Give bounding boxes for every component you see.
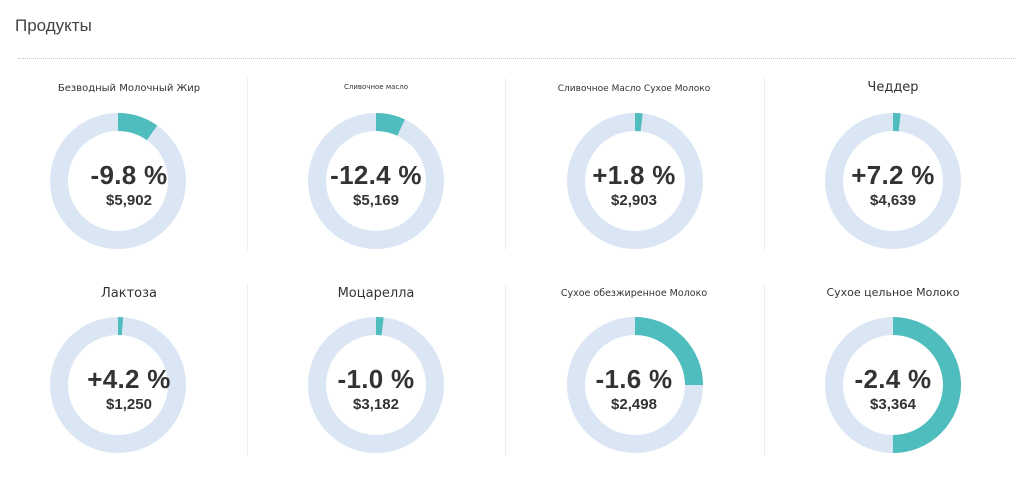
change-percent: -1.6 % [595, 364, 673, 394]
donut-gauge [49, 112, 187, 250]
donut-gauge [824, 112, 962, 250]
price-value: $4,639 [870, 192, 916, 209]
price-value: $3,364 [870, 396, 916, 413]
price-value: $5,902 [106, 192, 152, 209]
donut-gauge [566, 316, 704, 454]
donut-arc [567, 317, 703, 453]
donut-gauge [566, 112, 704, 250]
product-name: Сливочное Масло Сухое Молоко [557, 84, 711, 94]
title-divider [18, 58, 1016, 59]
donut-arc [825, 317, 961, 453]
page-title: Продукты [15, 16, 92, 35]
product-tile-mozzarella[interactable]: Моцарелла -1.0 % $3,182 [247, 276, 505, 456]
product-tile-anhydrous-milk-fat[interactable]: Безводный Молочный Жир -9.8 % $5,902 [0, 70, 258, 250]
change-percent: +7.2 % [851, 160, 935, 190]
donut-arc [567, 113, 703, 249]
product-tile-lactose[interactable]: Лактоза +4.2 % $1,250 [0, 276, 258, 456]
product-tile-butter-milk-powder[interactable]: Сливочное Масло Сухое Молоко +1.8 % $2,9… [505, 70, 763, 250]
donut-svg [308, 317, 444, 453]
change-percent: -12.4 % [330, 160, 422, 190]
product-name: Сливочное масло [343, 83, 409, 91]
donut-gauge [307, 112, 445, 250]
product-tile-cheddar[interactable]: Чеддер +7.2 % $4,639 [764, 70, 1022, 250]
donut-svg [308, 113, 444, 249]
donut-arc [50, 113, 186, 249]
product-grid: Безводный Молочный Жир -9.8 % $5,902 Сли… [0, 70, 1024, 470]
change-percent: +1.8 % [592, 160, 676, 190]
product-name: Лактоза [101, 286, 157, 301]
donut-svg [567, 317, 703, 453]
change-percent: -2.4 % [854, 364, 932, 394]
donut-svg [50, 113, 186, 249]
product-name: Безводный Молочный Жир [57, 83, 201, 94]
donut-gauge [49, 316, 187, 454]
price-value: $2,498 [611, 396, 657, 413]
change-percent: -9.8 % [90, 160, 168, 190]
product-tile-butter[interactable]: Сливочное масло -12.4 % $5,169 [247, 70, 505, 250]
product-name: Сухое цельное Молоко [826, 286, 960, 299]
price-value: $5,169 [353, 192, 399, 209]
product-tile-whole-milk-powder[interactable]: Сухое цельное Молоко -2.4 % $3,364 [764, 276, 1022, 456]
price-value: $2,903 [611, 192, 657, 209]
product-name: Моцарелла [337, 286, 415, 301]
donut-arc [825, 113, 961, 249]
donut-svg [825, 317, 961, 453]
donut-svg [50, 317, 186, 453]
donut-arc [50, 317, 186, 453]
donut-svg [825, 113, 961, 249]
price-value: $1,250 [106, 396, 152, 413]
product-name: Чеддер [867, 80, 919, 95]
price-value: $3,182 [353, 396, 399, 413]
donut-arc [308, 317, 444, 453]
donut-svg [567, 113, 703, 249]
donut-gauge [307, 316, 445, 454]
donut-gauge [824, 316, 962, 454]
product-tile-skim-milk-powder[interactable]: Сухое обезжиренное Молоко -1.6 % $2,498 [505, 276, 763, 456]
change-percent: -1.0 % [337, 364, 415, 394]
donut-arc [308, 113, 444, 249]
change-percent: +4.2 % [87, 364, 171, 394]
product-name: Сухое обезжиренное Молоко [560, 288, 708, 299]
